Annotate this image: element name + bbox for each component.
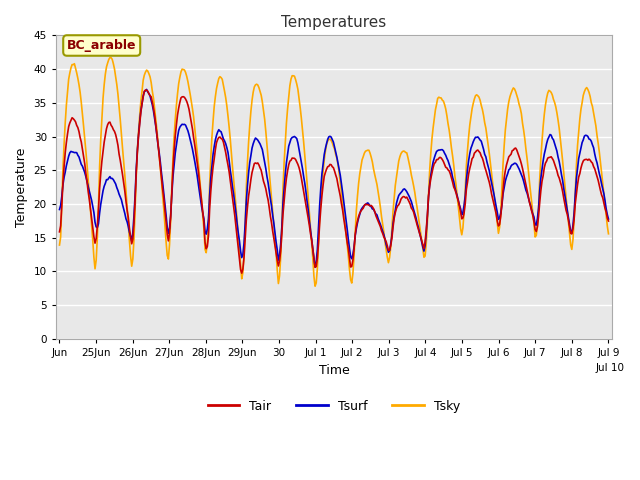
Tsurf (557, 165, 564, 170)
Legend: Tair, Tsurf, Tsky: Tair, Tsurf, Tsky (203, 395, 465, 418)
Tair (392, 210, 399, 216)
Tsky (56, 242, 63, 248)
Tsurf (392, 207, 399, 213)
Text: BC_arable: BC_arable (67, 39, 136, 52)
Tair (56, 229, 63, 235)
Tsky (228, 151, 236, 156)
Tsky (605, 231, 612, 237)
Tsky (461, 188, 469, 193)
Tsky (106, 55, 114, 60)
Line: Tsurf: Tsurf (60, 89, 609, 267)
Title: Temperatures: Temperatures (282, 15, 387, 30)
Tair (141, 87, 149, 93)
Line: Tair: Tair (60, 90, 609, 273)
Tair (461, 201, 469, 207)
Tair (365, 202, 372, 208)
Tair (605, 218, 612, 224)
Tsurf (461, 193, 469, 199)
Tsurf (228, 175, 236, 181)
Tsurf (605, 216, 612, 222)
Tsurf (143, 86, 150, 92)
Tair (238, 270, 246, 276)
Tair (289, 156, 297, 161)
Tsky (392, 182, 399, 188)
Tsky (288, 73, 296, 79)
Tsky (557, 136, 564, 142)
Tsky (365, 147, 372, 153)
Tsky (311, 283, 319, 289)
Text: Jul 10: Jul 10 (596, 362, 625, 372)
Tsurf (288, 134, 296, 140)
Tsurf (365, 201, 372, 207)
Y-axis label: Temperature: Temperature (15, 147, 28, 227)
Tair (557, 179, 564, 185)
Tair (228, 186, 236, 192)
Tsurf (311, 264, 319, 270)
Line: Tsky: Tsky (60, 58, 609, 286)
Tsurf (56, 206, 63, 212)
X-axis label: Time: Time (319, 363, 349, 376)
